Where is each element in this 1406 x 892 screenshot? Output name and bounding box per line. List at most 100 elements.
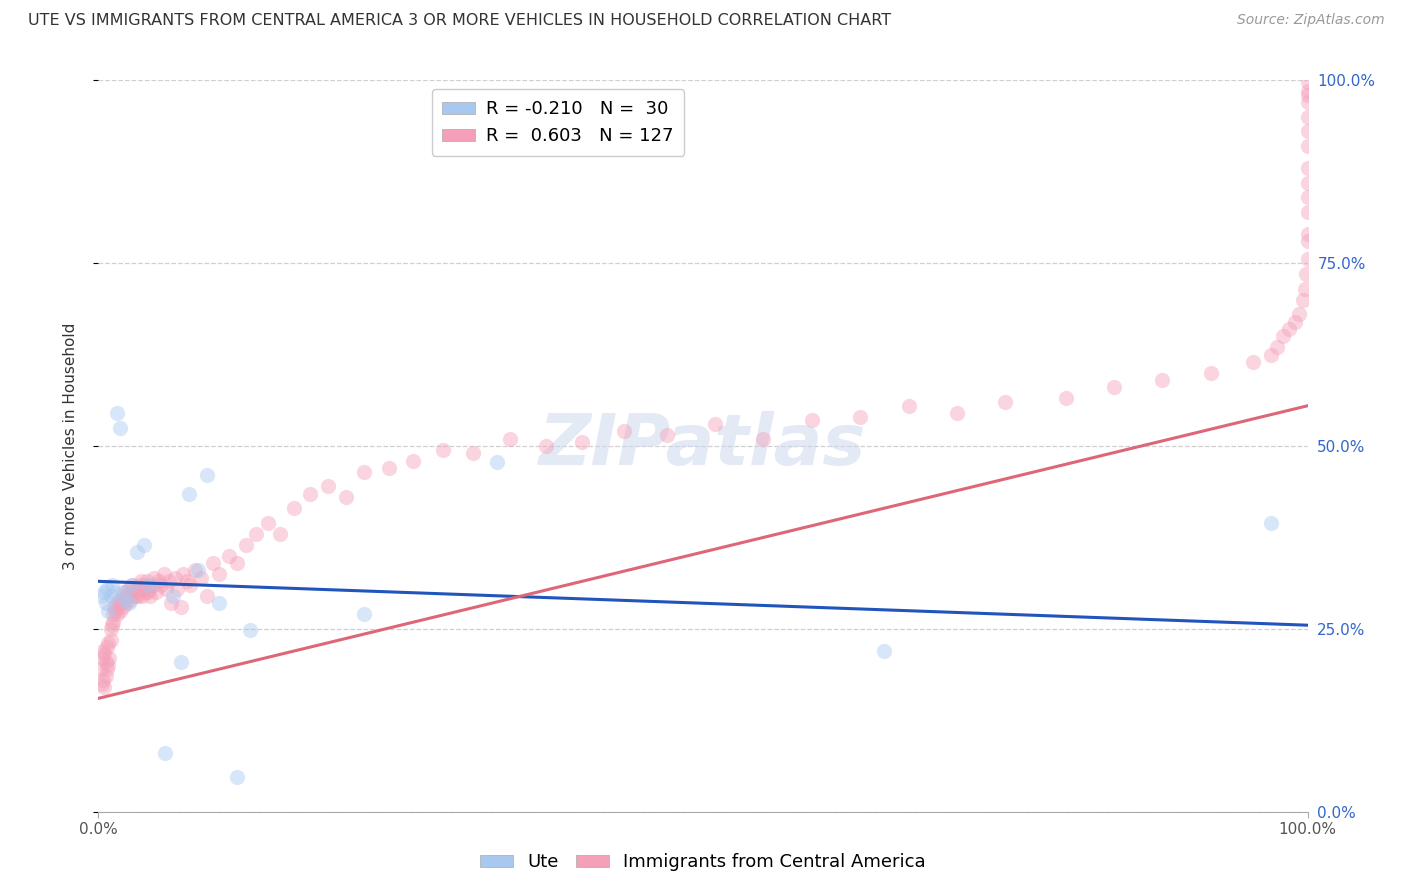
Point bbox=[208, 596, 231, 610]
Point bbox=[235, 538, 257, 552]
Point bbox=[256, 516, 278, 530]
Point bbox=[1296, 124, 1319, 138]
Point bbox=[91, 676, 114, 690]
Point bbox=[1296, 95, 1319, 110]
Point bbox=[1296, 139, 1319, 153]
Point bbox=[139, 589, 162, 603]
Point bbox=[117, 589, 139, 603]
Point bbox=[1284, 315, 1306, 329]
Point bbox=[179, 486, 201, 500]
Point bbox=[118, 596, 141, 610]
Point bbox=[122, 589, 145, 603]
Point bbox=[97, 603, 120, 617]
Point bbox=[1296, 227, 1319, 241]
Point bbox=[534, 439, 557, 453]
Point bbox=[114, 592, 136, 607]
Point bbox=[432, 442, 454, 457]
Point bbox=[93, 648, 115, 662]
Point bbox=[114, 585, 136, 599]
Point bbox=[897, 399, 920, 413]
Point bbox=[269, 526, 291, 541]
Point bbox=[134, 578, 156, 592]
Point bbox=[108, 592, 131, 607]
Point bbox=[1102, 380, 1125, 394]
Point bbox=[148, 574, 170, 589]
Point bbox=[129, 574, 152, 589]
Point bbox=[96, 582, 118, 596]
Point bbox=[138, 582, 160, 596]
Point bbox=[127, 582, 149, 596]
Point bbox=[91, 651, 114, 665]
Point bbox=[704, 417, 727, 431]
Point bbox=[100, 589, 122, 603]
Legend: Ute, Immigrants from Central America: Ute, Immigrants from Central America bbox=[472, 847, 934, 879]
Point bbox=[97, 658, 120, 673]
Text: Source: ZipAtlas.com: Source: ZipAtlas.com bbox=[1237, 13, 1385, 28]
Point bbox=[91, 673, 114, 687]
Point bbox=[121, 578, 143, 592]
Point bbox=[105, 607, 128, 622]
Point bbox=[1295, 267, 1317, 281]
Point bbox=[128, 578, 150, 592]
Point bbox=[316, 479, 339, 493]
Point bbox=[800, 413, 823, 427]
Legend: R = -0.210   N =  30, R =  0.603   N = 127: R = -0.210 N = 30, R = 0.603 N = 127 bbox=[432, 89, 685, 156]
Point bbox=[112, 592, 135, 607]
Point bbox=[120, 585, 142, 599]
Point bbox=[1199, 366, 1222, 380]
Text: ZIPatlas: ZIPatlas bbox=[540, 411, 866, 481]
Point bbox=[1296, 75, 1319, 89]
Point bbox=[202, 556, 225, 570]
Point bbox=[283, 501, 305, 516]
Point bbox=[166, 582, 188, 596]
Point bbox=[97, 636, 120, 650]
Point bbox=[127, 545, 149, 559]
Point bbox=[135, 585, 157, 599]
Point bbox=[849, 409, 872, 424]
Point bbox=[218, 549, 240, 563]
Point bbox=[226, 770, 249, 784]
Point bbox=[155, 582, 177, 596]
Point bbox=[153, 746, 176, 760]
Text: UTE VS IMMIGRANTS FROM CENTRAL AMERICA 3 OR MORE VEHICLES IN HOUSEHOLD CORRELATI: UTE VS IMMIGRANTS FROM CENTRAL AMERICA 3… bbox=[28, 13, 891, 29]
Point bbox=[752, 432, 775, 446]
Point bbox=[91, 589, 114, 603]
Point bbox=[195, 589, 218, 603]
Y-axis label: 3 or more Vehicles in Household: 3 or more Vehicles in Household bbox=[63, 322, 77, 570]
Point bbox=[1296, 110, 1319, 124]
Point bbox=[353, 465, 375, 479]
Point bbox=[90, 662, 112, 676]
Point bbox=[110, 596, 132, 610]
Point bbox=[135, 574, 157, 589]
Point bbox=[402, 453, 425, 467]
Point bbox=[377, 461, 399, 475]
Point bbox=[498, 432, 520, 446]
Point bbox=[101, 615, 124, 629]
Point bbox=[245, 526, 267, 541]
Point bbox=[104, 603, 127, 617]
Point bbox=[121, 578, 143, 592]
Point bbox=[1296, 84, 1319, 98]
Point bbox=[124, 585, 146, 599]
Point bbox=[655, 428, 678, 442]
Point bbox=[1296, 176, 1319, 190]
Point bbox=[160, 596, 183, 610]
Point bbox=[101, 607, 124, 622]
Point bbox=[94, 669, 117, 683]
Point bbox=[162, 589, 184, 603]
Point bbox=[91, 644, 114, 658]
Point bbox=[100, 622, 122, 636]
Point bbox=[145, 585, 167, 599]
Point bbox=[111, 585, 134, 599]
Point bbox=[169, 599, 191, 614]
Point bbox=[946, 406, 969, 420]
Point bbox=[195, 468, 218, 483]
Point bbox=[1296, 87, 1319, 102]
Point bbox=[571, 435, 593, 450]
Point bbox=[105, 596, 128, 610]
Point bbox=[100, 578, 122, 592]
Point bbox=[100, 618, 122, 632]
Point bbox=[179, 578, 201, 592]
Point bbox=[96, 662, 118, 676]
Point bbox=[1296, 190, 1319, 204]
